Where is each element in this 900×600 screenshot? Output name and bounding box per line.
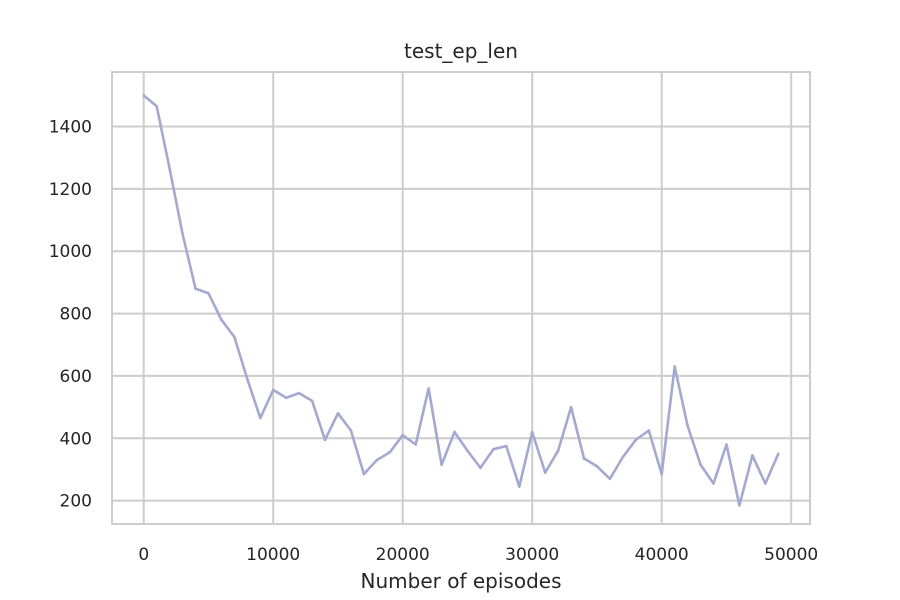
data-point — [712, 482, 715, 485]
data-point — [647, 429, 651, 432]
data-point — [595, 465, 599, 468]
data-point — [258, 416, 262, 420]
y-tick-label: 1400 — [49, 118, 92, 138]
x-tick-label: 0 — [138, 545, 149, 565]
data-point — [686, 424, 689, 428]
data-point — [453, 430, 456, 434]
data-point — [388, 451, 392, 454]
data-point — [479, 466, 482, 470]
data-point — [207, 292, 210, 295]
data-point — [310, 399, 314, 403]
y-tick-label: 400 — [60, 429, 92, 449]
data-point — [246, 377, 249, 381]
data-point — [543, 471, 547, 474]
data-point — [660, 472, 664, 476]
data-point — [181, 232, 184, 236]
y-tick-labels: 200 400 600 800 1000 1200 1400 — [49, 118, 92, 512]
x-axis-title: Number of episodes — [361, 569, 562, 593]
series-line — [142, 94, 780, 507]
data-point — [673, 365, 676, 368]
data-point — [168, 167, 171, 170]
x-tick-label: 30000 — [505, 545, 559, 565]
data-point — [297, 391, 301, 395]
data-point — [155, 104, 158, 108]
x-tick-label: 50000 — [764, 545, 818, 565]
gridlines — [112, 72, 810, 524]
data-point — [569, 405, 573, 409]
data-point — [776, 452, 780, 456]
x-tick-labels: 0 10000 20000 30000 40000 50000 — [138, 545, 818, 565]
data-point — [271, 388, 275, 392]
y-tick-label: 200 — [60, 492, 92, 512]
data-point — [505, 444, 508, 448]
data-point — [414, 443, 417, 446]
data-point — [466, 449, 469, 453]
x-tick-label: 10000 — [246, 545, 300, 565]
data-point — [336, 412, 340, 415]
data-point — [427, 387, 430, 390]
data-point — [233, 335, 236, 339]
data-point — [440, 463, 443, 467]
data-point — [194, 287, 197, 290]
data-point — [284, 396, 288, 400]
data-point — [582, 457, 586, 460]
data-point — [764, 482, 767, 485]
data-point — [738, 503, 741, 507]
data-point — [349, 429, 353, 432]
y-tick-label: 1000 — [49, 242, 92, 262]
data-point — [556, 449, 560, 453]
data-point — [375, 458, 379, 462]
plot-frame — [111, 71, 811, 525]
data-point — [517, 485, 521, 488]
data-point — [362, 472, 366, 476]
y-tick-label: 1200 — [49, 180, 92, 200]
x-tick-label: 40000 — [635, 545, 689, 565]
data-point — [699, 463, 702, 467]
data-point — [142, 94, 146, 97]
y-tick-label: 600 — [60, 367, 92, 387]
data-point — [608, 477, 612, 481]
series-layer — [142, 94, 780, 507]
data-point — [751, 454, 754, 457]
data-point — [725, 443, 728, 446]
x-tick-label: 20000 — [376, 545, 430, 565]
data-point — [530, 430, 534, 434]
plot-background — [112, 72, 810, 524]
data-point — [621, 455, 625, 459]
chart-title: test_ep_len — [404, 39, 518, 63]
data-point — [634, 438, 638, 442]
data-point — [401, 433, 405, 437]
y-tick-label: 800 — [60, 305, 92, 325]
data-point — [492, 447, 495, 451]
data-point — [323, 438, 327, 442]
data-point — [220, 318, 223, 322]
